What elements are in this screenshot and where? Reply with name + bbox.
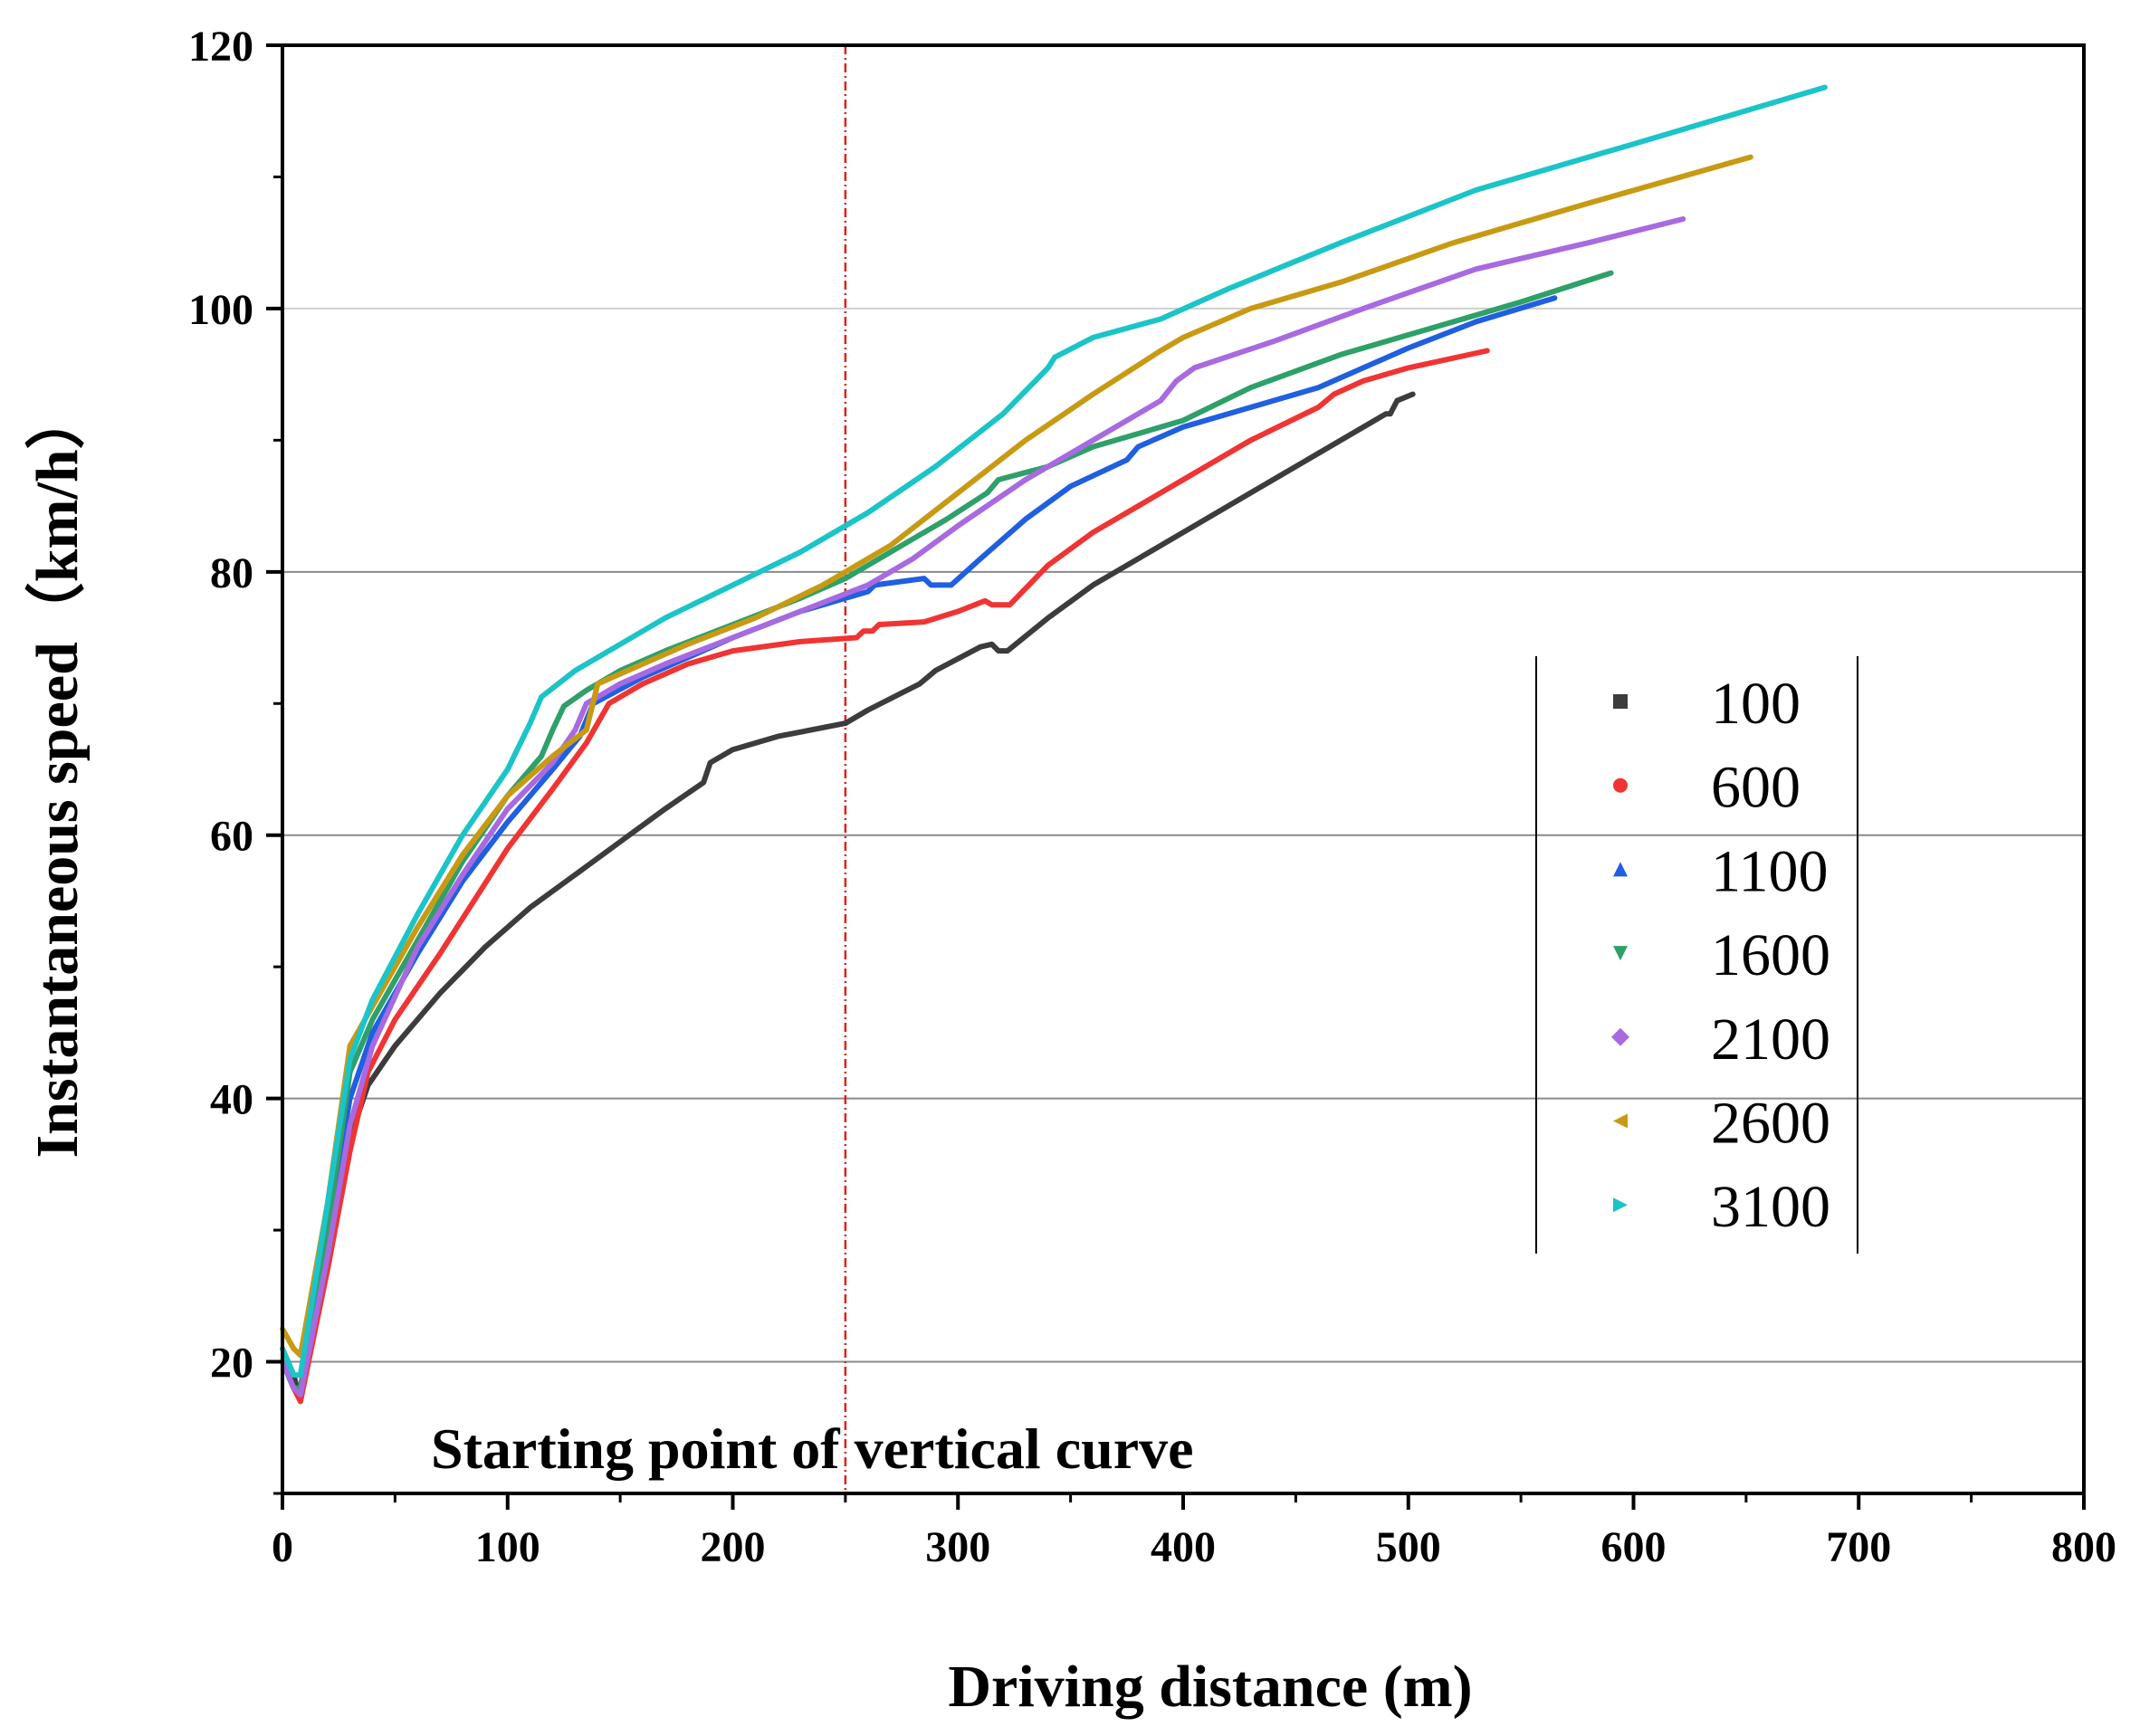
- series-line-3100: [280, 84, 1828, 1378]
- x-axis-title: Driving distance (m): [948, 1654, 1472, 1720]
- x-tick-label-100: 100: [475, 1523, 540, 1571]
- series-line-2100: [280, 216, 1686, 1397]
- x-tick-label-200: 200: [701, 1523, 766, 1571]
- legend: 100 600 1100 1600 2100 2600 3100: [1535, 656, 1858, 1254]
- legend-marker-1600: [1613, 946, 1628, 961]
- x-tick-label-700: 700: [1826, 1523, 1891, 1571]
- y-tick-label-20: 20: [210, 1340, 253, 1388]
- series-line-1100: [280, 295, 1558, 1391]
- legend-marker-3100: [1613, 1197, 1628, 1213]
- series-line-100: [280, 391, 1416, 1405]
- y-tick-label-100: 100: [188, 286, 253, 334]
- legend-label-1600: 1600: [1711, 922, 1830, 988]
- x-tick-label-600: 600: [1601, 1523, 1667, 1571]
- y-tick-label-40: 40: [210, 1076, 253, 1124]
- vertical-curve-annotation: Starting point of vertical curve: [431, 1416, 1194, 1481]
- x-tick-label-800: 800: [2051, 1523, 2116, 1571]
- x-tick-label-500: 500: [1376, 1523, 1441, 1571]
- legend-marker-600: [1613, 777, 1628, 793]
- legend-label-2600: 2600: [1711, 1091, 1830, 1157]
- y-tick-label-120: 120: [188, 23, 253, 71]
- series-line-2600: [280, 154, 1753, 1359]
- x-tick-label-300: 300: [925, 1523, 990, 1571]
- legend-marker-2600: [1613, 1113, 1628, 1129]
- y-tick-label-80: 80: [210, 549, 253, 597]
- series-layer: [280, 84, 1828, 1405]
- y-axis-title: Instantaneous speed（km/h）: [24, 389, 91, 1158]
- legend-marker-1100: [1613, 862, 1628, 877]
- legend-label-100: 100: [1711, 671, 1801, 737]
- series-line-600: [280, 348, 1490, 1405]
- legend-label-600: 600: [1711, 755, 1801, 821]
- x-tick-label-400: 400: [1151, 1523, 1216, 1571]
- legend-label-3100: 3100: [1711, 1174, 1830, 1240]
- legend-marker-100: [1613, 694, 1628, 709]
- legend-label-2100: 2100: [1711, 1006, 1830, 1073]
- axis-ticks: 0 100 200 300 400 500 600 700 800 20 40 60 80 100 120: [188, 23, 2116, 1571]
- y-tick-label-60: 60: [210, 813, 253, 861]
- legend-label-1100: 1100: [1711, 838, 1829, 904]
- x-tick-label-0: 0: [272, 1523, 293, 1571]
- legend-marker-2100: [1611, 1027, 1629, 1046]
